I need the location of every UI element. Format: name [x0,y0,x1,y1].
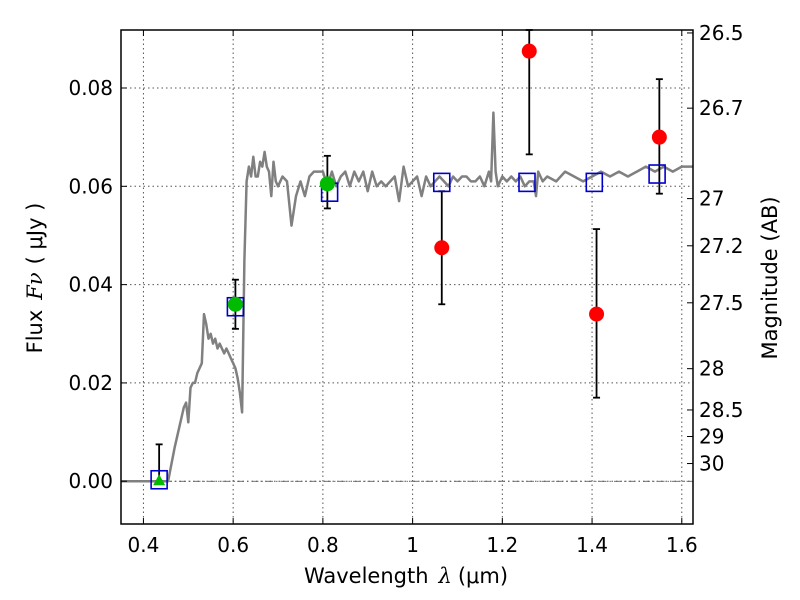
x-tick-label: 0.6 [217,533,249,557]
magnitude-tick-label: 29 [699,425,724,449]
magnitude-tick-label: 28 [699,357,724,381]
synthetic-flux-square [150,469,168,490]
synthetic-flux-square [648,164,666,184]
observed-flux-red [651,129,667,145]
observed-flux-green [319,176,335,192]
error-bars [155,29,663,483]
magnitude-tick-label: 27.5 [699,291,744,315]
x-tick-label: 1.6 [666,533,698,557]
magnitude-tick-labels: 26.5 26.7 27 27.2 27.5 28 28.5 29 30 [699,21,744,476]
synthetic-flux-square [432,172,451,193]
model-spectrum-line [121,111,693,483]
magnitude-tick-label: 30 [699,452,724,476]
y-axis-label: FluxFν( μJy ) [23,203,47,354]
magnitude-axis-label: Magnitude (AB) [758,196,782,359]
y-tick-labels: 0.00 0.02 0.04 0.06 0.08 [68,76,113,493]
y-tick-label: 0.08 [68,76,113,100]
observed-flux-red [434,240,450,256]
y-tick-label: 0.02 [68,371,113,395]
magnitude-tick-label: 28.5 [699,398,744,422]
upper-limit-triangle [153,474,166,486]
x-tick-label: 1.4 [576,533,608,557]
data-markers [150,43,667,490]
y-tick-label: 0.00 [68,469,113,493]
model-spectrum [121,111,693,483]
x-tick-label: 0.8 [307,533,339,557]
observed-flux-red [589,306,605,322]
x-axis-label: Wavelength λ (μm) [304,564,508,588]
magnitude-tick-label: 27.2 [699,234,744,258]
x-tick-label: 1 [406,533,419,557]
synthetic-flux-square [518,172,536,193]
magnitude-tick-label: 26.7 [699,96,744,120]
synthetic-flux-square [585,172,604,193]
observed-flux-red [521,43,537,59]
y-tick-label: 0.06 [68,174,113,198]
y-tick-label: 0.04 [68,273,113,297]
x-tick-label: 0.4 [128,533,160,557]
x-tick-label: 1.2 [486,533,518,557]
magnitude-tick-label: 27 [699,187,724,211]
x-tick-labels: 0.4 0.6 0.8 1 1.2 1.4 1.6 [128,533,698,557]
plot-frame [120,29,694,525]
axis-ticks [121,30,693,524]
observed-flux-green [227,296,243,312]
grid [121,30,693,524]
magnitude-tick-label: 26.5 [699,21,744,45]
